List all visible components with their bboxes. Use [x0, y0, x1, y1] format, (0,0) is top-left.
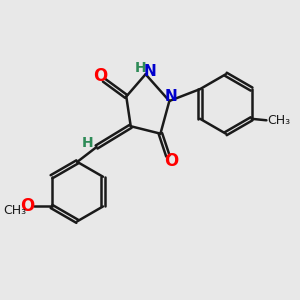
Text: N: N	[144, 64, 156, 80]
Text: O: O	[93, 67, 108, 85]
Text: CH₃: CH₃	[4, 203, 27, 217]
Text: H: H	[82, 136, 94, 150]
Text: O: O	[20, 197, 34, 215]
Text: N: N	[164, 89, 177, 104]
Text: O: O	[164, 152, 178, 170]
Text: CH₃: CH₃	[267, 114, 290, 127]
Text: H: H	[134, 61, 146, 75]
